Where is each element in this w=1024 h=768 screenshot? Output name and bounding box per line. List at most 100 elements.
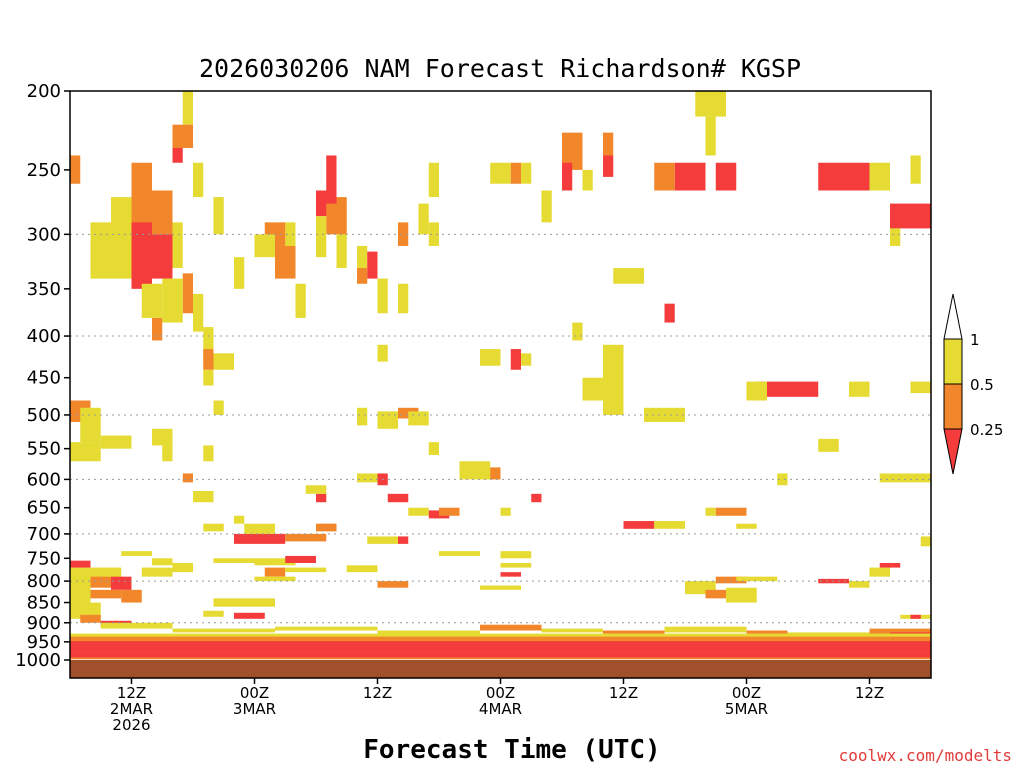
ri-cell [182,91,193,125]
ri-cell [654,162,675,191]
ri-cell [285,555,316,563]
ri-cell [500,572,521,577]
ri-cell [541,190,552,223]
colorbar: 1 0.5 0.25 [943,293,1003,475]
ri-cell [705,507,716,516]
x-tick-label: 00Z [240,684,269,702]
y-tick-label: 300 [27,224,61,245]
ri-cell [726,587,757,603]
ri-cell [172,222,183,269]
ri-cell [377,411,398,429]
ri-cell [234,533,286,544]
ri-cell [172,628,275,633]
ri-cell [203,327,214,362]
ri-cell [398,222,409,246]
ri-cell [152,317,163,341]
ri-cell [326,155,337,204]
ri-cell [777,473,788,486]
ri-cell [644,407,665,422]
ri-cell [254,234,275,258]
ri-cell [910,203,931,229]
ri-cell [152,234,173,279]
ri-cell [141,567,173,577]
ri-cell [203,523,224,532]
ri-cell [920,536,931,547]
ri-cell [849,381,870,397]
plot-frame [69,90,932,679]
colorbar-segment [943,338,963,385]
ri-cell [623,521,655,529]
y-tick-label: 600 [27,469,61,490]
plot-area [70,91,931,678]
ri-cell [408,411,429,426]
y-tick-label: 450 [27,368,61,389]
ri-cell [531,493,542,503]
ri-cell [346,565,378,573]
ri-cell [326,197,347,235]
ri-cell [562,162,573,191]
y-tick-label: 650 [27,498,61,519]
ri-cell [818,162,870,191]
ri-cell [541,628,603,633]
ri-cell [295,283,306,318]
ri-cell [603,344,624,415]
ri-cell [510,349,521,370]
colorbar-segment [943,383,963,430]
ri-cell [254,576,296,582]
ri-cell [100,435,132,449]
y-tick-label: 550 [27,439,61,460]
ri-cell [428,222,439,246]
ri-cell [193,162,204,198]
colorbar-top-arrow [943,293,963,340]
x-tick-label: 3MAR [233,700,276,718]
ri-cell [275,626,378,631]
ri-cell [172,124,193,149]
ri-cell [439,507,460,516]
x-tick-label: 2MAR [110,700,153,718]
ri-cell [705,116,716,156]
ri-cell [131,222,152,289]
ri-cell [172,140,183,163]
ri-cell [90,222,111,279]
ri-cell [70,442,101,462]
x-tick-label: 5MAR [725,700,768,718]
ri-cell [182,273,193,314]
ri-cell [879,473,931,483]
ri-cell [377,581,409,588]
ri-cell [521,353,532,366]
ri-cell [428,442,439,456]
ri-cell [613,268,644,284]
ri-cell [879,562,901,568]
ri-cell [500,562,532,568]
ri-cell [890,203,911,229]
ri-cell [736,523,757,529]
ri-cell [654,521,685,529]
ri-cell [213,558,255,563]
ri-cell [603,155,614,177]
ri-cell [70,640,931,652]
ri-cell [70,651,931,658]
x-tick-label: 00Z [486,684,515,702]
ri-cell [121,589,142,603]
ri-cell [377,344,388,362]
ri-cell [90,576,111,588]
ri-cell [890,228,901,246]
ri-cell [746,630,788,635]
ri-cell [264,567,286,577]
ri-cell [275,245,296,279]
ri-cell [490,162,511,184]
ri-cell [203,445,214,462]
ri-cell [203,349,214,370]
ri-cell [162,445,173,462]
ri-cell [603,132,614,156]
ri-cell [234,257,245,289]
ri-cell [695,91,726,117]
ri-cell [213,598,275,607]
ri-cell [316,523,337,532]
ri-cell [910,155,921,184]
ri-cell [285,567,327,573]
ri-cell [500,507,511,516]
ri-cell [849,581,870,588]
ri-cell [80,407,101,443]
